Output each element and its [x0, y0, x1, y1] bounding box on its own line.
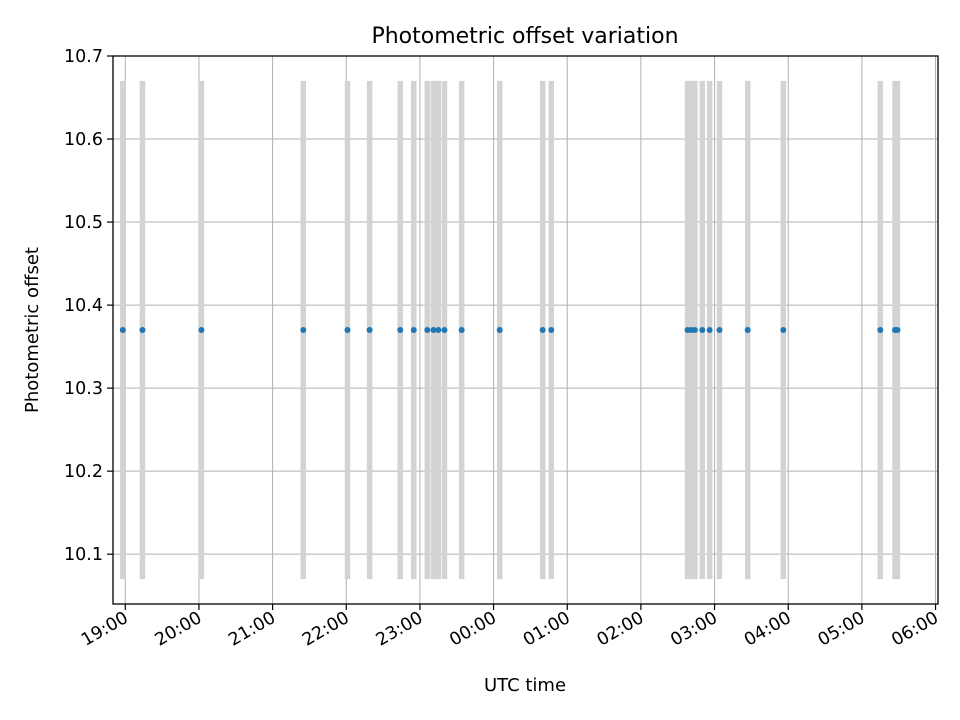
data-point: [706, 327, 713, 333]
data-point: [699, 327, 706, 333]
data-point: [539, 327, 546, 333]
x-axis-label: UTC time: [484, 675, 566, 696]
y-tick-label: 10.1: [64, 545, 103, 565]
y-tick-label: 10.3: [64, 379, 103, 399]
y-axis-label: Photometric offset: [22, 247, 43, 413]
y-tick-label: 10.7: [64, 47, 103, 67]
data-point: [496, 327, 503, 333]
data-point: [716, 327, 723, 333]
data-point: [548, 327, 555, 333]
data-point: [344, 327, 351, 333]
data-point: [780, 327, 787, 333]
data-point: [300, 327, 307, 333]
data-point: [691, 327, 698, 333]
y-axis-ticks: 10.1 10.2 10.3 10.4 10.5 10.6 10.7: [64, 47, 113, 565]
data-point: [877, 327, 884, 333]
y-tick-label: 10.6: [64, 130, 103, 150]
chart-title: Photometric offset variation: [371, 24, 678, 49]
data-point: [424, 327, 431, 333]
data-point: [397, 327, 404, 333]
data-point: [894, 327, 901, 333]
plot-frame: [112, 55, 939, 605]
data-point: [744, 327, 751, 333]
data-point: [366, 327, 373, 333]
data-point: [410, 327, 417, 333]
y-tick-label: 10.2: [64, 462, 103, 482]
data-point: [458, 327, 465, 333]
data-point: [441, 327, 448, 333]
data-point: [198, 327, 205, 333]
data-point: [119, 327, 126, 333]
data-point: [435, 327, 442, 333]
data-point: [139, 327, 146, 333]
y-tick-label: 10.4: [64, 296, 103, 316]
y-tick-label: 10.5: [64, 213, 103, 233]
data-point: [430, 327, 437, 333]
data-points: [119, 327, 901, 333]
